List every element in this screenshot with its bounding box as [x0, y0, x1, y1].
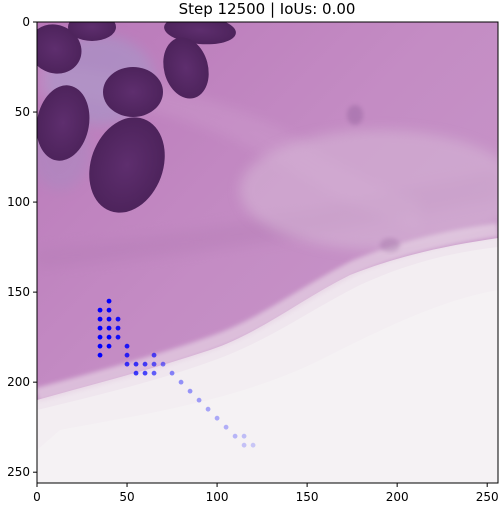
x-tick-label: 100: [206, 490, 229, 504]
scatter-point: [142, 370, 148, 376]
scatter-point: [97, 307, 103, 313]
scatter-point: [133, 370, 139, 376]
scatter-point: [178, 379, 184, 385]
scatter-point: [124, 352, 130, 358]
scatter-series: [97, 298, 256, 448]
scatter-point: [97, 352, 103, 358]
scatter-point: [106, 334, 112, 340]
scatter-point: [160, 361, 166, 367]
x-axis: 0 50 100 150 200 250: [33, 483, 499, 504]
scatter-point: [115, 325, 121, 331]
scatter-point: [97, 334, 103, 340]
scatter-point: [250, 442, 256, 448]
scatter-point: [151, 370, 157, 376]
scatter-point: [196, 397, 202, 403]
scatter-point: [124, 343, 130, 349]
chart-title: Step 12500 | IoUs: 0.00: [179, 0, 356, 18]
scatter-point: [223, 424, 229, 430]
y-axis: 0 50 100 150 200 250: [7, 15, 37, 479]
scatter-point: [97, 343, 103, 349]
scatter-point: [106, 316, 112, 322]
scatter-point: [124, 361, 130, 367]
x-tick-label: 50: [119, 490, 134, 504]
y-tick-label: 100: [7, 195, 30, 209]
x-tick-label: 150: [296, 490, 319, 504]
scatter-point: [115, 334, 121, 340]
y-tick-label: 0: [22, 15, 30, 29]
scatter-point: [241, 442, 247, 448]
histology-background: [37, 22, 498, 483]
x-tick-label: 200: [386, 490, 409, 504]
y-tick-label: 50: [15, 105, 30, 119]
scatter-point: [205, 406, 211, 412]
x-tick-label: 0: [33, 490, 41, 504]
scatter-point: [133, 361, 139, 367]
y-tick-label: 200: [7, 375, 30, 389]
scatter-point: [187, 388, 193, 394]
scatter-point: [241, 433, 247, 439]
scatter-point: [97, 316, 103, 322]
scatter-point: [97, 325, 103, 331]
plot-frame: [36, 21, 499, 484]
x-tick-label: 250: [476, 490, 499, 504]
y-tick-label: 150: [7, 285, 30, 299]
scatter-point: [214, 415, 220, 421]
scatter-point: [115, 316, 121, 322]
scatter-point: [151, 352, 157, 358]
scatter-point: [106, 298, 112, 304]
scatter-point: [106, 343, 112, 349]
scatter-point: [151, 361, 157, 367]
scatter-point: [106, 307, 112, 313]
y-tick-label: 250: [7, 465, 30, 479]
scatter-point: [106, 325, 112, 331]
scatter-point: [169, 370, 175, 376]
scatter-point: [232, 433, 238, 439]
scatter-point: [142, 361, 148, 367]
